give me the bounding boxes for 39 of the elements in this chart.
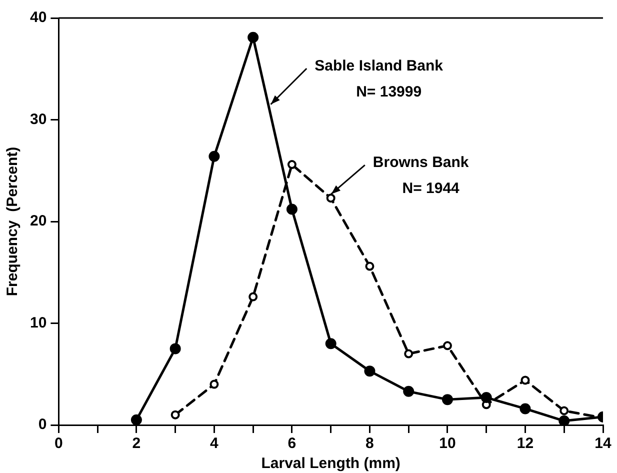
x-tick-label: 12 <box>516 435 534 452</box>
point <box>403 386 414 397</box>
x-tick-label: 6 <box>288 435 296 452</box>
y-tick-label: 10 <box>30 314 47 332</box>
point <box>520 376 530 385</box>
point <box>210 380 219 389</box>
x-tick-label: 14 <box>594 435 612 452</box>
x-tick-label: 4 <box>210 435 220 452</box>
point <box>170 410 180 420</box>
annotation: Sable Island Bank N= 13999 <box>314 58 444 101</box>
x-axis-title: Larval Length (mm) <box>261 455 400 472</box>
x-tick-label: 0 <box>54 435 63 452</box>
y-tick-label: 40 <box>30 9 47 26</box>
x-tick-label: 8 <box>366 435 374 452</box>
point <box>208 150 220 162</box>
y-tick-label: 30 <box>30 110 47 128</box>
point <box>286 204 298 215</box>
point <box>248 292 258 302</box>
point <box>442 341 452 350</box>
x-tick-label: 2 <box>132 435 141 452</box>
point <box>480 392 492 404</box>
point <box>170 343 181 354</box>
y-tick-label: 20 <box>30 212 47 230</box>
point <box>520 403 531 414</box>
point <box>248 32 259 43</box>
point <box>287 160 296 170</box>
x-tick-label: 10 <box>439 435 456 452</box>
annotation: Browns Bank N= 1944 <box>372 154 470 198</box>
point <box>404 349 414 358</box>
point <box>560 406 569 416</box>
point <box>325 338 336 350</box>
point <box>442 394 453 406</box>
y-axis-title: Frequency (Percent) <box>4 146 22 296</box>
point <box>365 262 374 271</box>
point <box>326 194 336 203</box>
y-tick-label: 0 <box>38 416 47 434</box>
point <box>364 366 376 377</box>
point <box>558 415 570 425</box>
point <box>130 414 142 425</box>
